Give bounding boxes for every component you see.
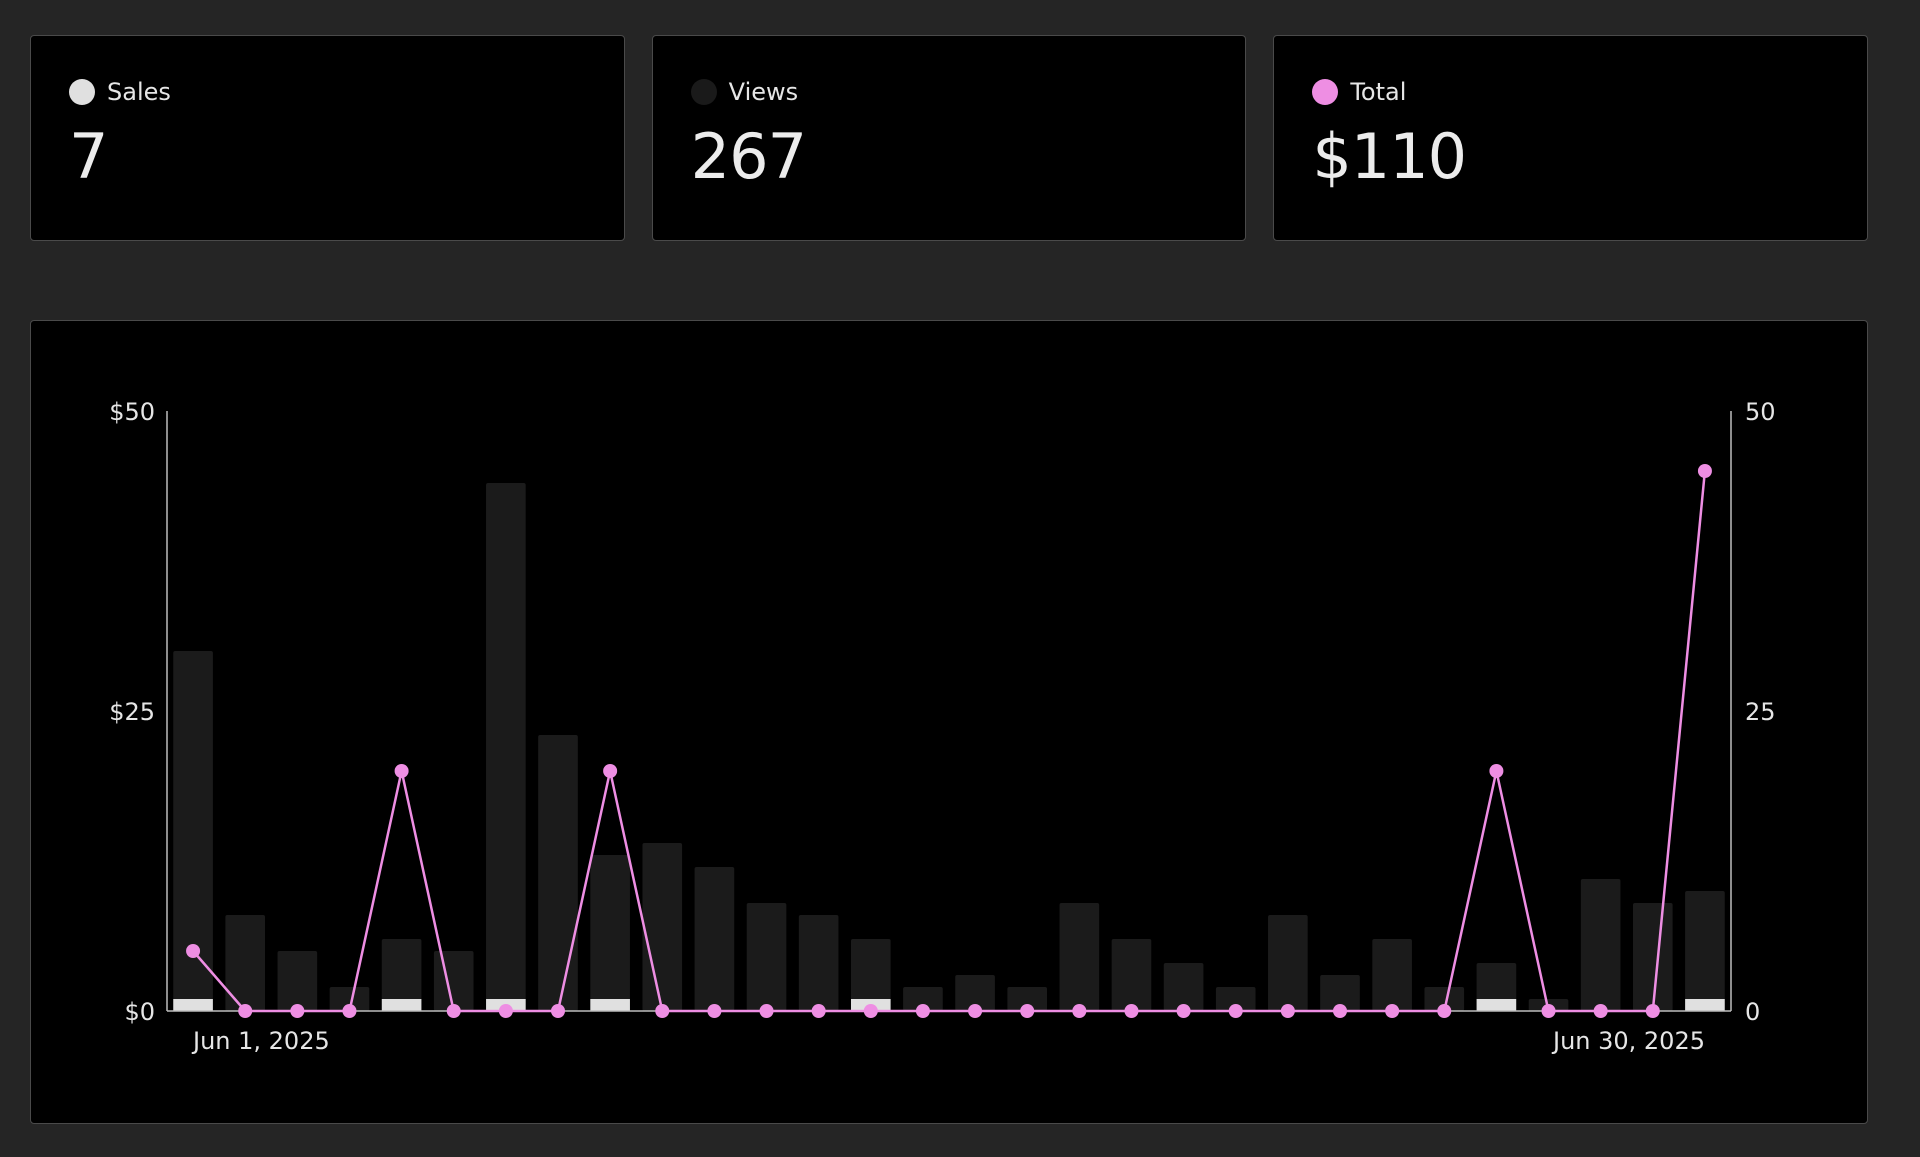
right-axis-ticks: 0 25 50 xyxy=(1745,398,1776,1026)
views-bar xyxy=(433,951,474,1011)
views-legend-dot xyxy=(690,79,717,105)
summary-cards: Sales 7 Views 267 Total $110 xyxy=(30,35,1869,241)
axes xyxy=(166,411,1732,1012)
views-bar xyxy=(1320,975,1360,1011)
views-bar xyxy=(486,483,526,1011)
sales-value: 7 xyxy=(69,120,108,193)
views-bar xyxy=(225,915,266,1011)
views-card: Views 267 xyxy=(651,35,1247,241)
total-point[interactable] xyxy=(1176,1004,1191,1018)
sales-views-chart: $0 $25 $50 0 25 50 Jun 1, 2025 Jun 30, 2025 xyxy=(109,398,1776,1055)
total-point[interactable] xyxy=(863,1004,878,1018)
views-bar xyxy=(590,855,630,1011)
views-bar xyxy=(1007,987,1048,1011)
views-bar xyxy=(798,915,839,1011)
total-card: Total $110 xyxy=(1273,35,1869,241)
total-value: $110 xyxy=(1312,120,1467,193)
total-point[interactable] xyxy=(498,1004,513,1018)
sales-bar xyxy=(1685,999,1725,1011)
sales-bar xyxy=(381,999,422,1011)
sales-bars xyxy=(173,999,1725,1011)
views-bar xyxy=(381,939,422,1011)
views-bar xyxy=(1215,987,1256,1011)
total-point[interactable] xyxy=(707,1004,722,1018)
views-bar xyxy=(1111,939,1152,1011)
views-bar xyxy=(1424,987,1465,1011)
x-end-label: Jun 30, 2025 xyxy=(1551,1027,1705,1055)
right-tick-label: 50 xyxy=(1745,398,1776,426)
total-point[interactable] xyxy=(1228,1004,1243,1018)
chart-panel: $0 $25 $50 0 25 50 Jun 1, 2025 Jun 30, 2025 xyxy=(30,320,1868,1124)
sales-card-header: Sales xyxy=(69,78,624,106)
views-bar xyxy=(538,735,578,1011)
total-point[interactable] xyxy=(1437,1004,1452,1018)
views-bar xyxy=(955,975,995,1011)
views-label: Views xyxy=(728,78,799,106)
views-bar xyxy=(746,903,787,1011)
views-bar xyxy=(850,939,891,1011)
total-point[interactable] xyxy=(1593,1004,1608,1018)
left-axis-ticks: $0 $25 $50 xyxy=(109,398,155,1026)
x-start-label: Jun 1, 2025 xyxy=(191,1027,330,1055)
sales-bar xyxy=(1476,999,1517,1011)
left-tick-label: $25 xyxy=(109,698,155,726)
views-bar xyxy=(1163,963,1204,1011)
sales-legend-dot xyxy=(69,79,95,105)
total-point[interactable] xyxy=(1020,1004,1035,1018)
views-bar xyxy=(277,951,318,1011)
total-point[interactable] xyxy=(1645,1004,1660,1018)
views-bar xyxy=(642,843,683,1011)
total-point[interactable] xyxy=(446,1004,461,1018)
sales-label: Sales xyxy=(107,78,171,106)
views-bar xyxy=(1059,903,1100,1011)
total-point[interactable] xyxy=(1541,1004,1556,1018)
views-bar xyxy=(1372,939,1412,1011)
total-point[interactable] xyxy=(968,1004,983,1018)
right-tick-label: 0 xyxy=(1745,998,1760,1026)
left-tick-label: $50 xyxy=(109,398,155,426)
views-bars xyxy=(173,483,1725,1011)
views-bar xyxy=(329,987,370,1011)
total-point[interactable] xyxy=(759,1004,774,1018)
total-label: Total xyxy=(1350,78,1407,106)
total-point[interactable] xyxy=(394,764,409,778)
total-point[interactable] xyxy=(1333,1004,1347,1018)
total-point[interactable] xyxy=(1124,1004,1139,1018)
total-point[interactable] xyxy=(290,1004,305,1018)
views-bar xyxy=(1632,903,1673,1011)
left-tick-label: $0 xyxy=(124,998,155,1026)
views-bar xyxy=(173,651,213,1011)
total-legend-dot xyxy=(1312,79,1339,105)
views-bar xyxy=(1685,891,1725,1011)
total-point[interactable] xyxy=(1280,1004,1295,1018)
total-point[interactable] xyxy=(342,1004,357,1018)
sales-bar xyxy=(590,999,630,1011)
views-value: 267 xyxy=(690,120,807,193)
total-line-series xyxy=(186,464,1712,1018)
views-bar xyxy=(694,867,735,1011)
total-point[interactable] xyxy=(238,1004,253,1018)
sales-bar xyxy=(173,999,213,1011)
views-bar xyxy=(1268,915,1308,1011)
total-point[interactable] xyxy=(655,1004,670,1018)
sales-card: Sales 7 xyxy=(30,35,625,241)
total-point[interactable] xyxy=(186,944,201,958)
total-point[interactable] xyxy=(811,1004,826,1018)
views-bar xyxy=(1580,879,1621,1011)
views-card-header: Views xyxy=(690,78,1246,106)
total-point[interactable] xyxy=(1385,1004,1400,1018)
right-tick-label: 25 xyxy=(1745,698,1776,726)
total-point[interactable] xyxy=(603,764,618,778)
total-point[interactable] xyxy=(1697,464,1712,478)
total-point[interactable] xyxy=(1489,764,1504,778)
total-point[interactable] xyxy=(1072,1004,1087,1018)
total-point[interactable] xyxy=(915,1004,930,1018)
total-card-header: Total xyxy=(1312,78,1867,106)
total-point[interactable] xyxy=(551,1004,565,1018)
total-line xyxy=(192,470,1707,1013)
views-bar xyxy=(903,987,943,1011)
